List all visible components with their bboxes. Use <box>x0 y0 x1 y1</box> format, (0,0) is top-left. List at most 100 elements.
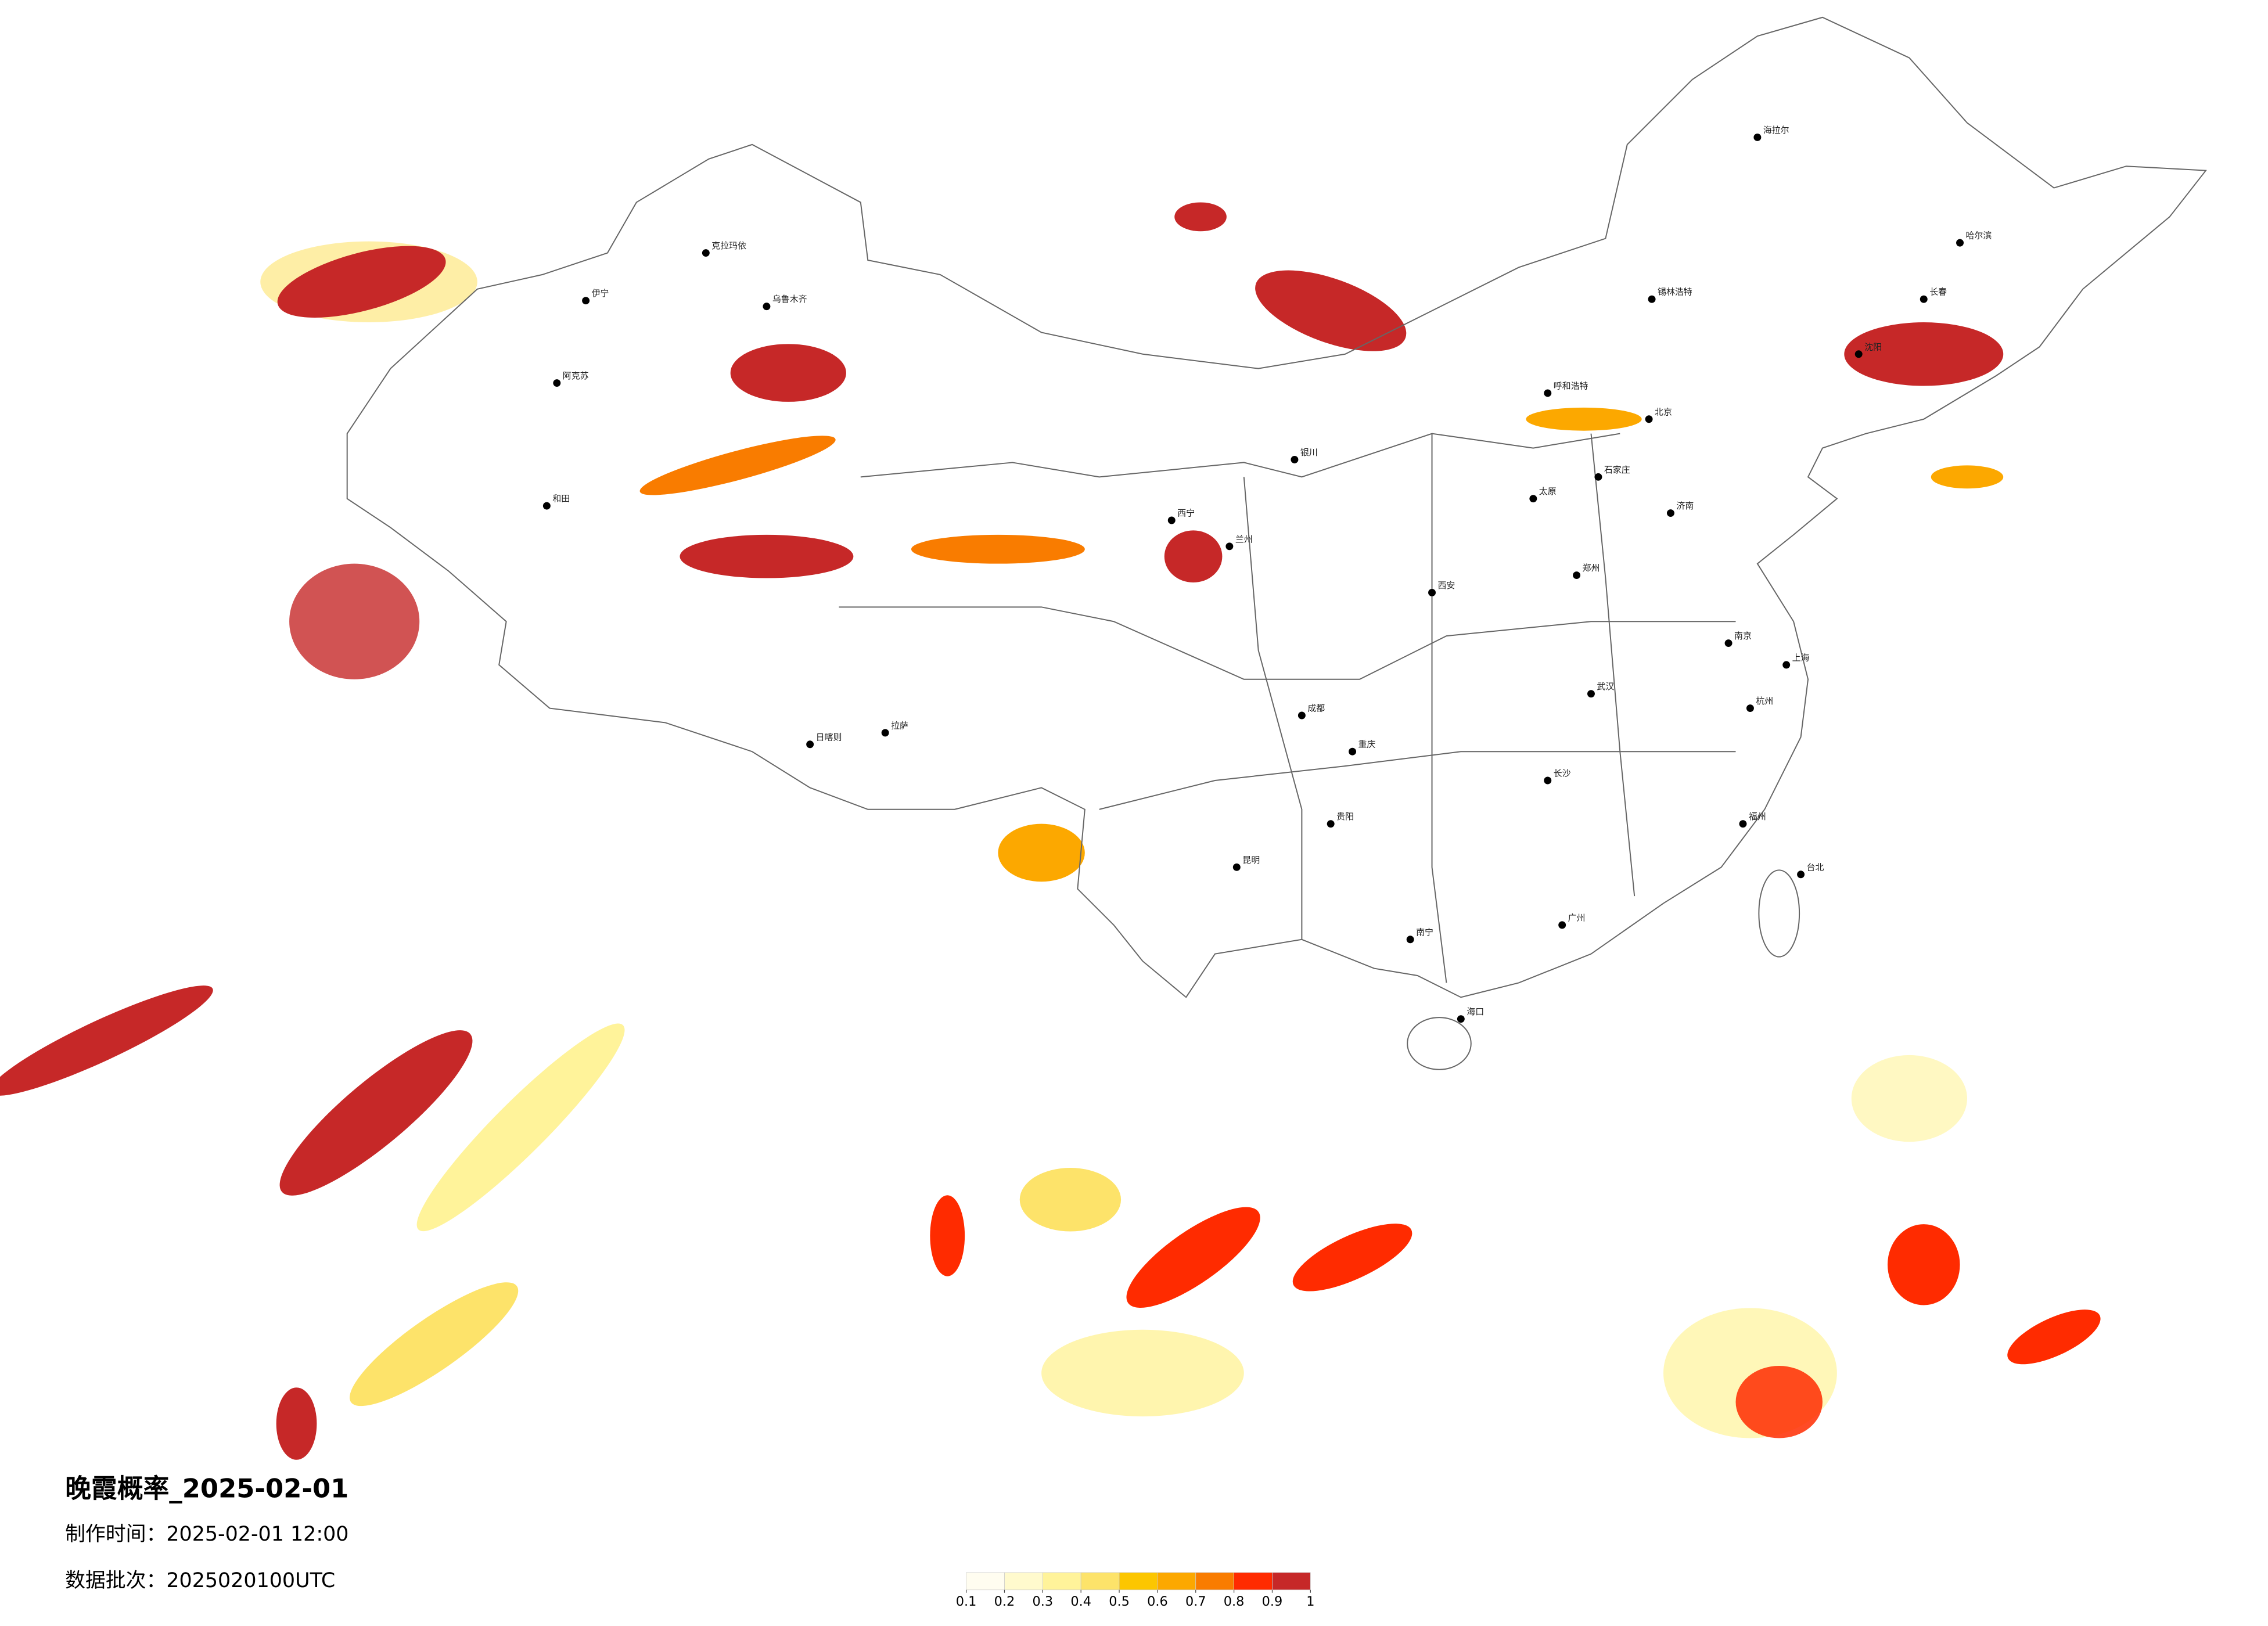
city-dot <box>1167 516 1176 524</box>
probability-blobs <box>0 202 2101 1460</box>
blob <box>930 1195 965 1276</box>
city-dot <box>1854 350 1863 358</box>
city-dot <box>1724 639 1733 647</box>
blob <box>998 823 1085 882</box>
country-outline <box>346 16 2207 998</box>
blob <box>1526 407 1642 431</box>
city-label: 南宁 <box>1416 927 1433 937</box>
city-label: 济南 <box>1676 501 1694 511</box>
blob <box>289 563 420 679</box>
blob <box>416 1023 625 1232</box>
city-label: 阿克苏 <box>563 370 589 381</box>
city-label: 成都 <box>1307 703 1325 714</box>
province-border <box>1099 751 1736 810</box>
city-label: 长沙 <box>1554 768 1571 779</box>
colorbar-tick-label: 0.1 <box>956 1594 977 1609</box>
city-label: 沈阳 <box>1864 341 1882 352</box>
colorbar-tick-label: 0.6 <box>1147 1594 1168 1609</box>
blob <box>730 344 846 402</box>
colorbar-cell <box>1234 1572 1273 1591</box>
city-label: 海拉尔 <box>1763 125 1789 135</box>
city-label: 广州 <box>1568 912 1586 923</box>
city-label: 西宁 <box>1177 508 1195 519</box>
colorbar-tick-label: 0.7 <box>1185 1594 1206 1609</box>
blob <box>1164 530 1223 583</box>
city-label: 贵阳 <box>1336 811 1354 822</box>
city-label: 石家庄 <box>1604 465 1630 475</box>
city-dot <box>1746 704 1754 713</box>
blob <box>276 1387 317 1460</box>
make-time: 制作时间：2025-02-01 12:00 <box>65 1523 348 1546</box>
blob <box>1844 322 2004 386</box>
colorbar-cell <box>1157 1572 1196 1591</box>
city-dot <box>1529 495 1537 503</box>
city-dot <box>1782 661 1791 669</box>
data-batch: 数据批次：2025020100UTC <box>65 1569 335 1592</box>
colorbar-cell <box>1272 1572 1311 1591</box>
blob <box>1931 465 2004 489</box>
city-label: 和田 <box>552 494 570 504</box>
city-label: 太原 <box>1539 486 1557 497</box>
city-dot <box>702 249 710 257</box>
city-label: 上海 <box>1792 652 1810 663</box>
colorbar: 0.1 0.2 0.3 0.4 0.5 0.6 0.7 0.8 0.9 1 <box>956 1572 1314 1609</box>
city-dot <box>1544 776 1552 785</box>
city-dot <box>1428 588 1436 596</box>
city-label: 银川 <box>1300 447 1318 458</box>
city-label: 呼和浩特 <box>1554 381 1588 391</box>
city-label: 昆明 <box>1242 855 1260 865</box>
city-label: 克拉玛依 <box>711 240 746 251</box>
colorbar-tick-label: 0.8 <box>1224 1594 1245 1609</box>
city-dot <box>1406 936 1414 944</box>
province-border <box>839 606 1736 680</box>
city-dot <box>1594 473 1602 481</box>
city-label: 南京 <box>1734 631 1752 641</box>
blob <box>279 1030 473 1196</box>
city-label: 锡林浩特 <box>1658 287 1692 297</box>
blob <box>0 985 213 1096</box>
city-dot <box>553 379 561 387</box>
city-label: 北京 <box>1655 406 1672 417</box>
colorbar-tick-label: 0.2 <box>994 1594 1015 1609</box>
hainan <box>1407 1017 1472 1070</box>
colorbar-cell <box>1004 1572 1043 1591</box>
taiwan <box>1758 869 1800 958</box>
blob <box>350 1282 519 1406</box>
city-dot <box>1920 295 1928 303</box>
city-label: 西安 <box>1437 580 1455 591</box>
city-dot <box>1349 747 1357 756</box>
city-dot <box>1956 239 1964 247</box>
blob <box>1292 1224 1412 1292</box>
city-dot <box>1797 870 1805 879</box>
blob <box>1255 270 1407 351</box>
blob <box>277 246 446 318</box>
city-label: 伊宁 <box>592 288 609 298</box>
city-dot <box>1544 389 1552 397</box>
city-label: 福州 <box>1749 811 1766 822</box>
city-dot <box>881 729 889 737</box>
blob <box>1888 1224 1960 1305</box>
colorbar-tick-label: 0.5 <box>1109 1594 1130 1609</box>
city-dot <box>763 303 771 311</box>
city-label: 乌鲁木齐 <box>772 294 807 304</box>
blob <box>1126 1207 1260 1308</box>
city-dot <box>1225 542 1234 551</box>
province-border <box>1431 433 1447 983</box>
city-label: 郑州 <box>1583 563 1600 573</box>
city-dot <box>1327 820 1335 828</box>
colorbar-tick-label: 0.3 <box>1033 1594 1054 1609</box>
city-label: 武汉 <box>1597 681 1614 692</box>
blob <box>1174 202 1227 232</box>
boundaries <box>346 16 2207 1070</box>
province-border <box>860 433 1620 478</box>
colorbar-tick-label: 1 <box>1306 1594 1314 1609</box>
city-label: 台北 <box>1807 862 1824 872</box>
city-dot <box>1739 820 1747 828</box>
blob <box>680 534 854 578</box>
city-label: 拉萨 <box>891 720 908 731</box>
city-dot <box>1645 415 1653 423</box>
blob <box>2007 1310 2101 1365</box>
blob <box>911 534 1085 564</box>
